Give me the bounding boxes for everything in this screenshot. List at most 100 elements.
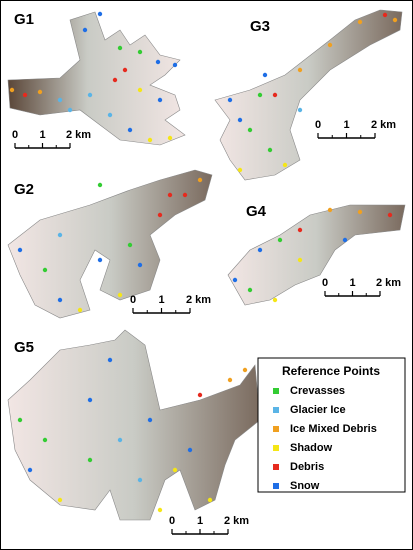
panel-label: G3 [250, 18, 270, 35]
reference-point [257, 247, 263, 253]
reference-point [237, 117, 243, 123]
reference-point [157, 97, 163, 103]
reference-point [297, 67, 303, 73]
reference-point [137, 87, 143, 93]
reference-point [17, 417, 23, 423]
reference-point [357, 19, 363, 25]
reference-point [122, 67, 128, 73]
scale-label: 0 [169, 515, 175, 527]
reference-point [17, 247, 23, 253]
reference-point [327, 42, 333, 48]
scale-label: 0 [315, 119, 321, 131]
scale-label: 1 [197, 515, 203, 527]
reference-point [247, 127, 253, 133]
reference-point [87, 457, 93, 463]
reference-points [9, 11, 398, 513]
reference-point [227, 377, 233, 383]
reference-point [262, 72, 268, 78]
reference-point [267, 147, 273, 153]
reference-point [77, 307, 83, 313]
reference-point [112, 77, 118, 83]
reference-point [57, 97, 63, 103]
reference-point [82, 27, 88, 33]
scale-label: 1 [39, 129, 45, 141]
reference-point [232, 277, 238, 283]
legend-swatch [273, 388, 279, 394]
reference-point [97, 257, 103, 263]
reference-point [127, 242, 133, 248]
legend-label: Crevasses [290, 385, 345, 397]
scale-label: 2 km [371, 119, 396, 131]
panel-label: G5 [14, 339, 34, 356]
scale-label: 2 km [66, 129, 91, 141]
legend-swatch [273, 483, 279, 489]
reference-point [257, 92, 263, 98]
scale-label: 2 km [376, 277, 401, 289]
reference-point [127, 127, 133, 133]
panel-label: G4 [246, 203, 267, 220]
reference-point [247, 287, 253, 293]
reference-point [342, 237, 348, 243]
legend-label: Snow [290, 480, 320, 492]
reference-point [272, 297, 278, 303]
reference-point [207, 497, 213, 503]
reference-point [157, 212, 163, 218]
reference-point [117, 292, 123, 298]
reference-point [382, 12, 388, 18]
legend-swatch [273, 407, 279, 413]
glacier [227, 204, 406, 306]
reference-point [107, 112, 113, 118]
reference-point [107, 357, 113, 363]
panel-label: G2 [14, 181, 34, 198]
legend-label: Debris [290, 461, 324, 473]
scale-label: 1 [349, 277, 355, 289]
scale-label: 0 [130, 294, 136, 306]
reference-point [197, 392, 203, 398]
reference-point [237, 167, 243, 173]
scale-label: 1 [343, 119, 349, 131]
reference-point [297, 257, 303, 263]
scale-label: 1 [158, 294, 164, 306]
reference-point [197, 177, 203, 183]
glacier [7, 11, 186, 146]
scale-label: 2 km [224, 515, 249, 527]
panels: G1 0 1 2 km G3 0 1 2 km G2 0 1 2 km G4 0 1 2 km G5 0 1 2 km [12, 11, 401, 535]
reference-point [137, 477, 143, 483]
glacier [7, 329, 261, 521]
scale-label: 2 km [186, 294, 211, 306]
reference-point [187, 447, 193, 453]
reference-point [297, 107, 303, 113]
reference-point [272, 92, 278, 98]
reference-point [9, 87, 15, 93]
reference-point [227, 97, 233, 103]
reference-point [42, 437, 48, 443]
reference-point [57, 232, 63, 238]
scale-label: 0 [322, 277, 328, 289]
reference-point [27, 467, 33, 473]
reference-point [117, 437, 123, 443]
glacier [214, 9, 403, 181]
reference-point [392, 17, 398, 23]
reference-point [97, 182, 103, 188]
reference-point [37, 89, 43, 95]
reference-point [172, 467, 178, 473]
legend-label: Shadow [290, 442, 333, 454]
reference-point [357, 209, 363, 215]
reference-point [387, 212, 393, 218]
reference-point [172, 62, 178, 68]
reference-point [57, 497, 63, 503]
reference-point [97, 11, 103, 17]
reference-point [67, 107, 73, 113]
legend-swatch [273, 426, 279, 432]
reference-point [167, 192, 173, 198]
legend: Crevasses Glacier Ice Ice Mixed Debris Shad… [273, 385, 377, 492]
reference-point [167, 135, 173, 141]
reference-point [242, 367, 248, 373]
reference-point [87, 397, 93, 403]
reference-point [57, 297, 63, 303]
legend-swatch [273, 464, 279, 470]
reference-point [137, 49, 143, 55]
scale-label: 0 [12, 129, 18, 141]
reference-point [182, 192, 188, 198]
reference-point [137, 262, 143, 268]
